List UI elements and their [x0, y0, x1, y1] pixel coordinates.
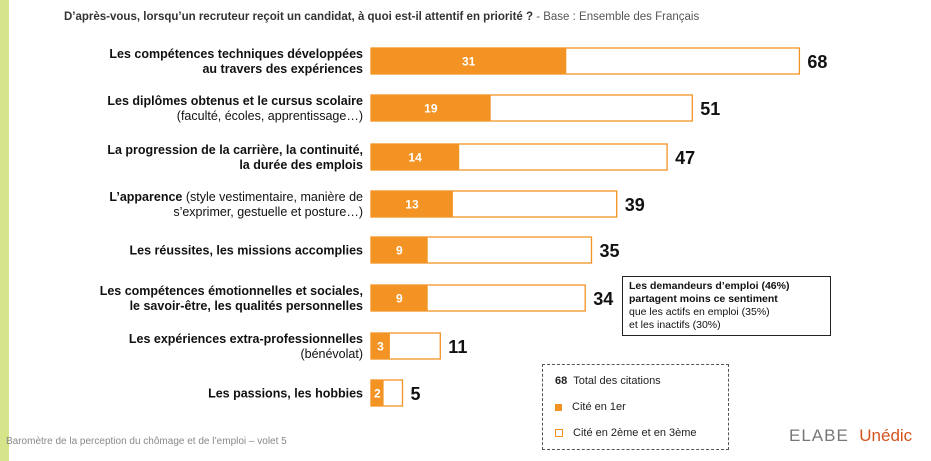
unedic-logo: Unédic: [859, 426, 913, 445]
legend-total-row: 68 Total des citations: [555, 375, 661, 387]
callout-line1: que les actifs en emploi (35%): [629, 306, 770, 318]
total-value-label: 51: [700, 99, 720, 119]
callout-line2: et les inactifs (30%): [629, 319, 721, 331]
question-text: D’après-vous, lorsqu’un recruteur reçoit…: [64, 11, 534, 23]
category-label: s’exprimer, gestuelle et posture…): [173, 205, 363, 219]
category-label: Les réussites, les missions accomplies: [130, 244, 364, 258]
question-base: - Base : Ensemble des Français: [533, 11, 700, 23]
category-label-main: La progression de la carrière, la contin…: [107, 143, 363, 157]
category-label: Les passions, les hobbies: [208, 387, 363, 401]
category-label: Les compétences techniques développées: [109, 47, 363, 61]
category-label: L’apparence (style vestimentaire, manièr…: [109, 190, 363, 204]
category-label-main: Les diplômes obtenus et le cursus scolai…: [107, 94, 363, 108]
legend-other-row: Cité en 2ème et en 3ème: [555, 427, 697, 439]
category-label-main: au travers des expériences: [202, 62, 363, 76]
first-bar: [371, 333, 390, 359]
category-label-main: Les compétences techniques développées: [109, 47, 363, 61]
category-label-sub: (faculté, écoles, apprentissage…): [177, 109, 363, 123]
category-label-sub: (style vestimentaire, manière de: [182, 190, 363, 204]
first-value-label: 9: [396, 244, 403, 258]
legend-total-label: Total des citations: [573, 375, 661, 387]
legend-other-label: Cité en 2ème et en 3ème: [573, 427, 697, 439]
elabe-logo: ELABE: [789, 426, 849, 445]
first-value-label: 9: [396, 292, 403, 306]
category-label: La progression de la carrière, la contin…: [107, 143, 363, 157]
category-label-sub: s’exprimer, gestuelle et posture…): [173, 205, 363, 219]
first-value-label: 19: [424, 102, 438, 116]
legend: 68 Total des citations Cité en 1er Cité …: [542, 364, 729, 450]
total-value-label: 34: [593, 289, 613, 309]
first-bar: [371, 95, 491, 121]
first-value-label: 13: [405, 198, 419, 212]
total-value-label: 35: [600, 241, 620, 261]
category-label-main: L’apparence: [109, 190, 182, 204]
category-label: (faculté, écoles, apprentissage…): [177, 109, 363, 123]
first-value-label: 14: [408, 151, 422, 165]
category-label: la durée des emplois: [239, 158, 363, 172]
category-label: au travers des expériences: [202, 62, 363, 76]
total-value-label: 5: [411, 384, 421, 404]
callout-box: Les demandeurs d’emploi (46%) partagent …: [622, 276, 831, 336]
category-label-main: la durée des emplois: [239, 158, 363, 172]
category-label-main: Les compétences émotionnelles et sociale…: [100, 284, 363, 298]
first-value-label: 2: [374, 387, 381, 401]
category-label: Les expériences extra-professionnelles: [129, 332, 363, 346]
category-label: (bénévolat): [300, 347, 363, 361]
first-bar: [371, 48, 567, 74]
first-value-label: 31: [462, 55, 476, 69]
first-bar: [371, 285, 428, 311]
callout-bold: Les demandeurs d’emploi (46%) partagent …: [629, 280, 790, 305]
category-label: Les diplômes obtenus et le cursus scolai…: [107, 94, 363, 108]
category-label-main: le savoir-être, les qualités personnelle…: [130, 299, 363, 313]
legend-first-swatch: [555, 403, 562, 411]
first-bar: [371, 144, 460, 170]
question-header: D’après-vous, lorsqu’un recruteur reçoit…: [64, 11, 699, 23]
category-label-main: Les passions, les hobbies: [208, 387, 363, 401]
legend-first-row: Cité en 1er: [555, 401, 626, 413]
category-label-sub: (bénévolat): [300, 347, 363, 361]
total-value-label: 47: [675, 148, 695, 168]
legend-other-swatch: [555, 429, 563, 437]
category-label-main: Les expériences extra-professionnelles: [129, 332, 363, 346]
legend-first-label: Cité en 1er: [572, 401, 626, 413]
footer-text: Baromètre de la perception du chômage et…: [6, 436, 287, 447]
category-label: le savoir-être, les qualités personnelle…: [130, 299, 363, 313]
left-accent-stripe: [0, 0, 9, 461]
category-label-main: Les réussites, les missions accomplies: [130, 244, 364, 258]
legend-total-number: 68: [555, 375, 568, 387]
first-bar: [371, 191, 453, 217]
total-value-label: 11: [448, 337, 467, 357]
first-value-label: 3: [377, 340, 384, 354]
total-value-label: 39: [625, 195, 645, 215]
category-label: Les compétences émotionnelles et sociale…: [100, 284, 363, 298]
first-bar: [371, 380, 384, 406]
brand-logos: ELABE Unédic: [789, 426, 912, 446]
total-value-label: 68: [807, 52, 827, 72]
first-bar: [371, 237, 428, 263]
